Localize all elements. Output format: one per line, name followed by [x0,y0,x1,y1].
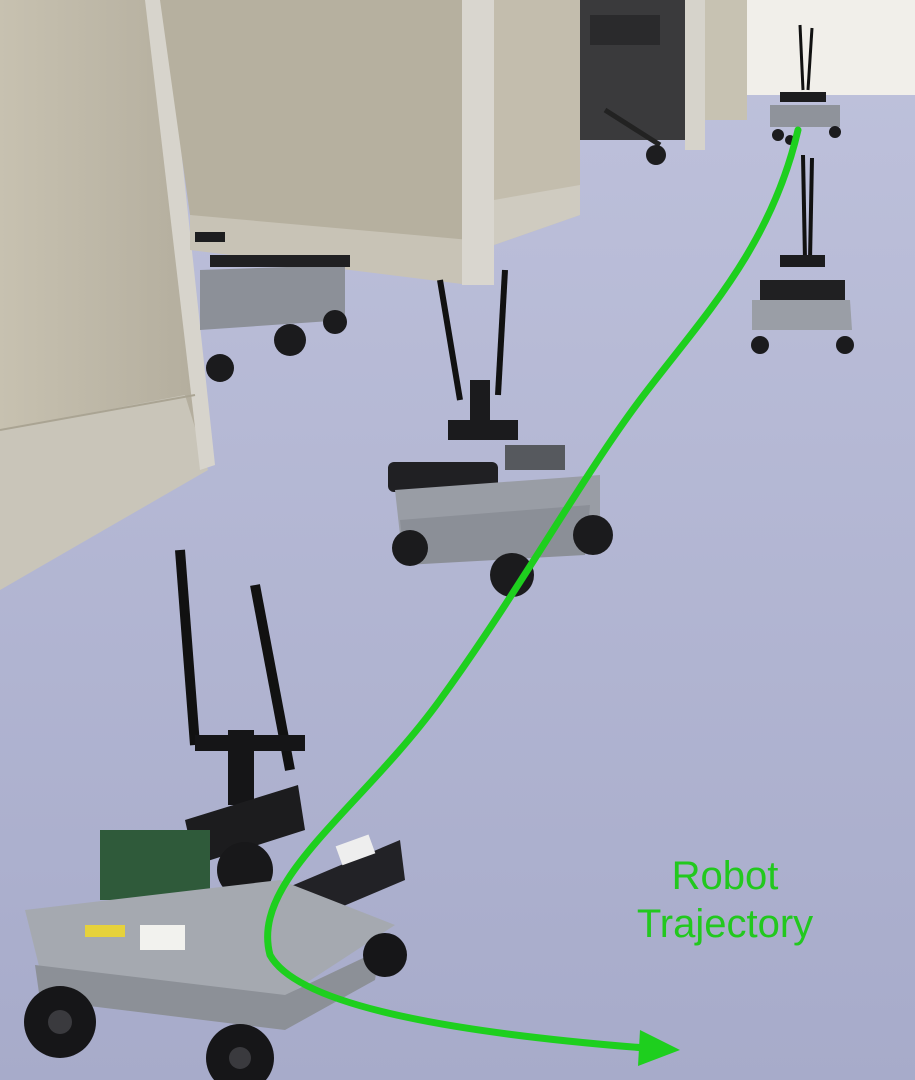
middle-partition [160,0,580,285]
trajectory-arrowhead [638,1030,680,1066]
trajectory-label: Robot Trajectory [595,852,855,948]
trajectory-label-line2: Trajectory [636,902,814,946]
right-partition [580,0,747,165]
robot-second [751,154,854,354]
left-partition [0,0,215,590]
robot-middle [388,269,613,597]
robots-background-left [195,232,350,382]
robot-foreground [24,549,407,1080]
robot-trajectory-path [264,126,802,1052]
trajectory-label-line1: Robot [671,854,779,898]
